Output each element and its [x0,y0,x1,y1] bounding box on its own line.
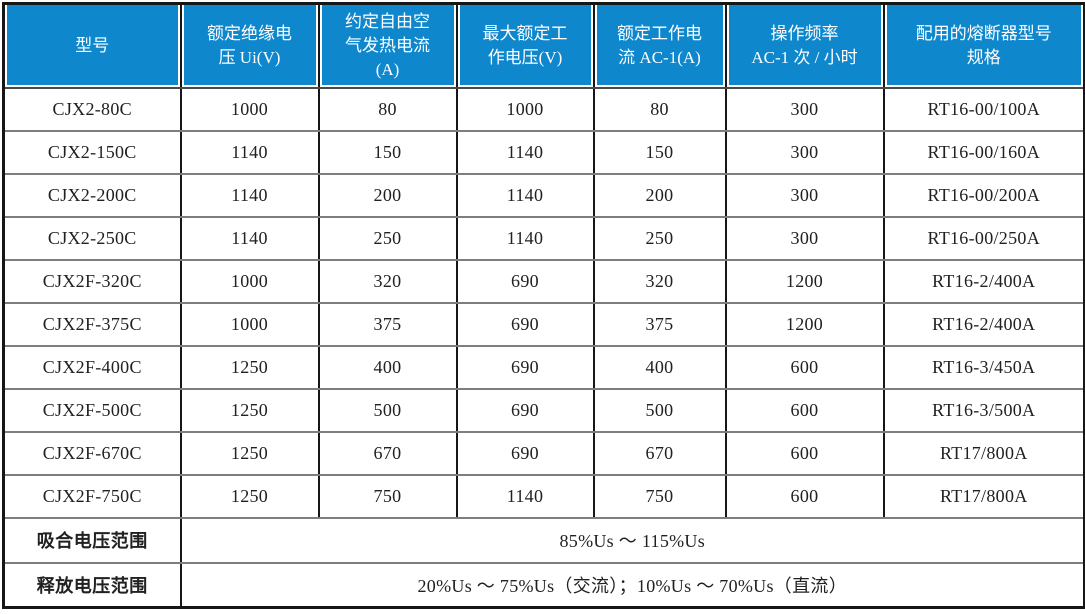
cell-fuse-spec: RT16-3/500A [882,387,1085,433]
table-cell: 150 [317,129,458,175]
table-cell: 750 [317,473,458,519]
cell-fuse-spec: RT17/800A [882,430,1085,476]
table-cell: 690 [455,430,595,476]
table-cell: 1000 [179,258,320,304]
table-cell: 690 [455,301,595,347]
cell-fuse-spec: RT17/800A [882,473,1085,519]
cell-fuse-spec: RT16-2/400A [882,258,1085,304]
cell-model: CJX2F-670C [2,430,182,476]
cell-model: CJX2F-750C [2,473,182,519]
table-cell: 320 [317,258,458,304]
table-cell: 150 [592,129,727,175]
table-cell: 600 [724,344,885,390]
table-row: CJX2-200C 1140 200 1140 200 300 RT16-00/… [2,172,1085,218]
table-cell: 200 [317,172,458,218]
table-row: CJX2F-670C 1250 670 690 670 600 RT17/800… [2,430,1085,476]
table-cell: 300 [724,86,885,132]
table-row: CJX2F-375C 1000 375 690 375 1200 RT16-2/… [2,301,1085,347]
release-voltage-value: 20%Us ～ 75%Us（交流）；10%Us ～ 70%Us（直流） [179,561,1085,609]
col-header-rated-working-current-ac1: 额定工作电 流 AC-1(A) [592,3,727,89]
table-cell: 375 [592,301,727,347]
cell-model: CJX2F-400C [2,344,182,390]
table-cell: 500 [592,387,727,433]
table-cell: 690 [455,258,595,304]
table-cell: 1140 [179,172,320,218]
col-header-rated-insulation-voltage: 额定绝缘电 压 Ui(V) [179,3,320,89]
table-cell: 1140 [455,215,595,261]
release-voltage-label: 释放电压范围 [2,561,182,609]
table-row: CJX2F-320C 1000 320 690 320 1200 RT16-2/… [2,258,1085,304]
table-cell: 1140 [455,473,595,519]
table-cell: 1250 [179,344,320,390]
release-voltage-row: 释放电压范围 20%Us ～ 75%Us（交流）；10%Us ～ 70%Us（直… [2,561,1085,609]
table-cell: 300 [724,172,885,218]
col-header-max-rated-working-voltage: 最大额定工 作电压(V) [455,3,595,89]
col-header-model: 型号 [2,3,182,89]
pickup-voltage-label: 吸合电压范围 [2,516,182,564]
cell-model: CJX2F-320C [2,258,182,304]
table-cell: 690 [455,344,595,390]
cell-fuse-spec: RT16-00/160A [882,129,1085,175]
cell-fuse-spec: RT16-00/200A [882,172,1085,218]
pickup-voltage-value: 85%Us ～ 115%Us [179,516,1085,564]
table-cell: 400 [592,344,727,390]
table-cell: 1140 [179,215,320,261]
table-cell: 1200 [724,258,885,304]
cell-model: CJX2F-500C [2,387,182,433]
col-header-fuse-type-spec: 配用的熔断器型号 规格 [882,3,1085,89]
cell-model: CJX2-150C [2,129,182,175]
table-cell: 1000 [179,86,320,132]
table-cell: 1140 [179,129,320,175]
cell-model: CJX2-250C [2,215,182,261]
cell-fuse-spec: RT16-2/400A [882,301,1085,347]
table-row: CJX2F-750C 1250 750 1140 750 600 RT17/80… [2,473,1085,519]
table-cell: 1250 [179,387,320,433]
col-header-free-air-thermal-current: 约定自由空 气发热电流 (A) [317,3,458,89]
table-cell: 320 [592,258,727,304]
cell-model: CJX2F-375C [2,301,182,347]
col-header-operating-frequency: 操作频率 AC-1 次 / 小时 [724,3,885,89]
table-cell: 1250 [179,473,320,519]
cell-model: CJX2-200C [2,172,182,218]
table-row: CJX2F-500C 1250 500 690 500 600 RT16-3/5… [2,387,1085,433]
header-row: 型号 额定绝缘电 压 Ui(V) 约定自由空 气发热电流 (A) 最大额定工 作… [2,3,1085,89]
table-cell: 250 [317,215,458,261]
table-cell: 300 [724,129,885,175]
table-cell: 250 [592,215,727,261]
table-cell: 400 [317,344,458,390]
table-cell: 1250 [179,430,320,476]
table-cell: 80 [317,86,458,132]
cell-fuse-spec: RT16-3/450A [882,344,1085,390]
table-cell: 200 [592,172,727,218]
table-row: CJX2-150C 1140 150 1140 150 300 RT16-00/… [2,129,1085,175]
table-row: CJX2-250C 1140 250 1140 250 300 RT16-00/… [2,215,1085,261]
cell-fuse-spec: RT16-00/100A [882,86,1085,132]
table-row: CJX2F-400C 1250 400 690 400 600 RT16-3/4… [2,344,1085,390]
table-cell: 690 [455,387,595,433]
table-cell: 1000 [179,301,320,347]
table-cell: 300 [724,215,885,261]
cell-fuse-spec: RT16-00/250A [882,215,1085,261]
table-cell: 600 [724,473,885,519]
table-cell: 670 [317,430,458,476]
cell-model: CJX2-80C [2,86,182,132]
pickup-voltage-row: 吸合电压范围 85%Us ～ 115%Us [2,516,1085,564]
table-cell: 1140 [455,172,595,218]
table-cell: 670 [592,430,727,476]
table-cell: 1140 [455,129,595,175]
table-cell: 80 [592,86,727,132]
table-cell: 1200 [724,301,885,347]
table-cell: 600 [724,430,885,476]
table-cell: 1000 [455,86,595,132]
table-cell: 750 [592,473,727,519]
table-cell: 500 [317,387,458,433]
table-cell: 375 [317,301,458,347]
table-cell: 600 [724,387,885,433]
table-row: CJX2-80C 1000 80 1000 80 300 RT16-00/100… [2,86,1085,132]
